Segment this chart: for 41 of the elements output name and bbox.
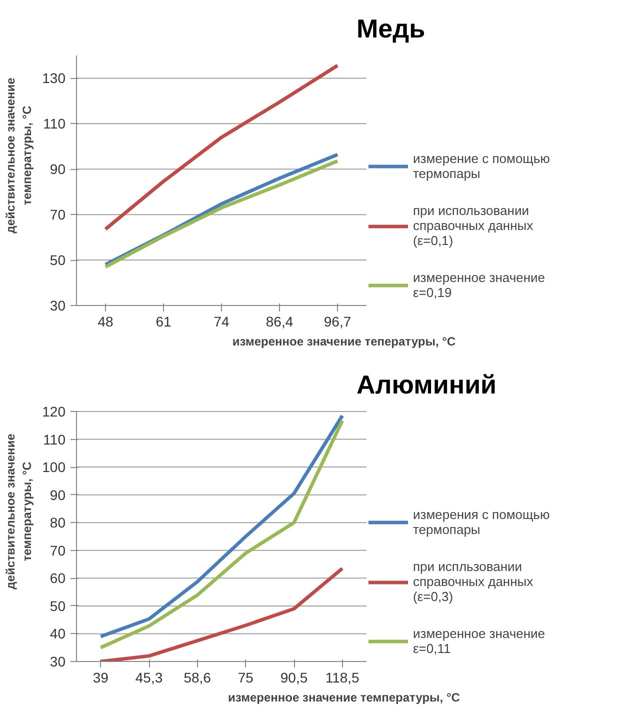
y-tick-label: 130 bbox=[42, 70, 66, 86]
y-tick-label: 70 bbox=[50, 542, 66, 558]
line-series bbox=[104, 64, 340, 231]
y-tick-label: 90 bbox=[50, 486, 66, 503]
x-tick-label: 75 bbox=[238, 670, 254, 686]
y-tick-label: 120 bbox=[42, 404, 66, 420]
x-tick-label: 90,5 bbox=[280, 670, 308, 686]
legend-label: при испльзовании справочных данных (ε=0,3) bbox=[413, 559, 534, 604]
y-tick-label: 80 bbox=[50, 514, 66, 531]
x-tick-label: 96,7 bbox=[324, 314, 352, 330]
x-tick-label: 48 bbox=[98, 314, 114, 330]
y-tick-label: 60 bbox=[50, 570, 66, 586]
y-tick-label: 70 bbox=[50, 206, 66, 223]
y-tick-label: 50 bbox=[50, 598, 66, 614]
y-tick-label: 110 bbox=[43, 431, 66, 448]
text: Алюминий bbox=[356, 370, 497, 400]
legend-label: измеренное значение ε=0,11 bbox=[413, 626, 546, 656]
y-tick-label: 100 bbox=[42, 459, 66, 476]
y-tick-label: 50 bbox=[50, 252, 66, 268]
chart-title: Медь bbox=[356, 14, 426, 44]
legend-label: измеренное значение ε=0,19 bbox=[413, 270, 546, 300]
y-axis-title: действительное значение температуры, °C bbox=[3, 433, 34, 590]
x-tick-label: 58,6 bbox=[184, 670, 212, 686]
x-axis-title: измеренное значение температуры, °C bbox=[228, 690, 460, 704]
x-tick-label: 39 bbox=[92, 670, 109, 686]
y-tick-label: 30 bbox=[50, 654, 66, 670]
x-tick-label: 86,4 bbox=[266, 314, 294, 330]
x-tick-label: 61 bbox=[156, 314, 172, 330]
x-axis-title: измеренное значение тепературы, °C bbox=[232, 334, 456, 348]
x-tick-label: 118,5 bbox=[325, 670, 360, 686]
x-tick-label: 45,3 bbox=[135, 670, 163, 686]
y-axis-title: действительное значение температуры, °C bbox=[3, 77, 34, 234]
x-tick-label: 74 bbox=[214, 314, 230, 330]
line-series bbox=[98, 566, 344, 662]
y-tick-label: 40 bbox=[50, 626, 66, 642]
y-tick-label: 30 bbox=[50, 298, 66, 314]
legend-label: измерение с помощью термопары bbox=[413, 151, 550, 181]
legend-label: измерения с помощью термопары bbox=[413, 507, 550, 537]
y-tick-label: 90 bbox=[50, 161, 66, 178]
y-tick-label: 110 bbox=[43, 116, 66, 132]
legend-label: при использовании справочных данных (ε=0,1) bbox=[413, 203, 534, 248]
